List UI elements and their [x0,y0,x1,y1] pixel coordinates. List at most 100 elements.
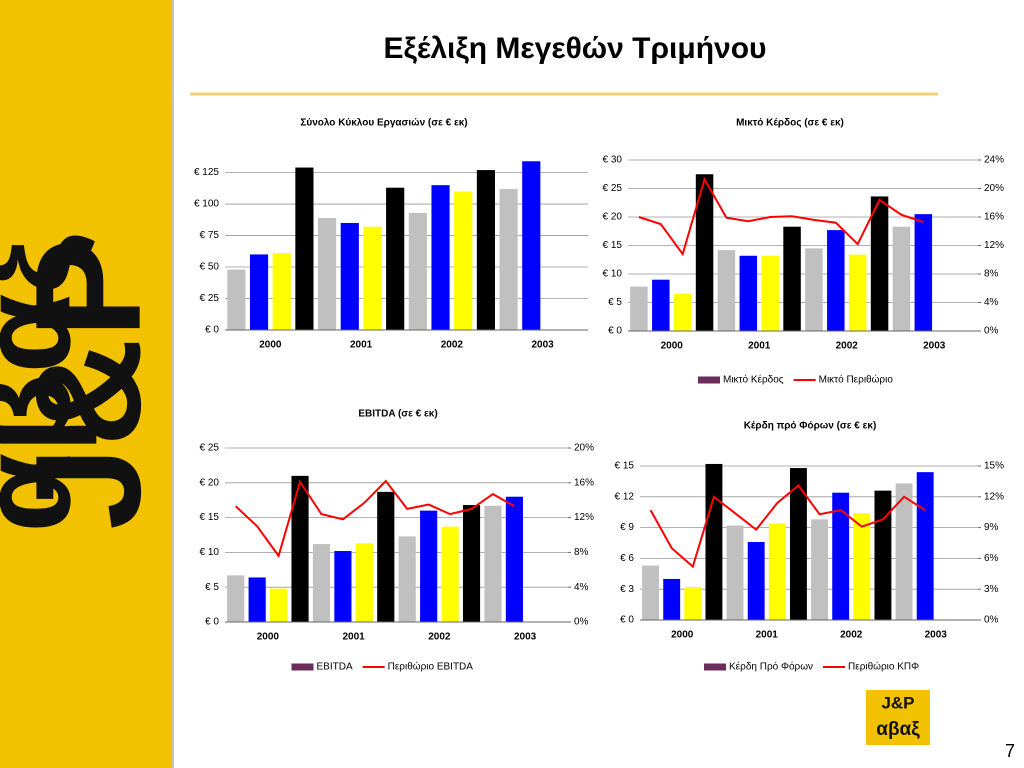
y-tick-label: € 9 [620,522,634,533]
bar [441,526,459,622]
bar [726,525,744,620]
y-tick-label: € 75 [200,230,220,241]
y-tick-label: € 0 [205,325,219,336]
y-tick-label: € 30 [603,155,623,166]
bar [248,577,266,622]
y-tick-label: € 5 [205,582,219,593]
x-tick-label: 2002 [840,630,863,641]
y-tick-label: € 25 [200,443,220,454]
bar [805,248,823,331]
bar [663,578,681,620]
bar [739,255,758,331]
sidebar-logo-1: J&P [4,238,172,530]
bar [454,191,473,330]
line [235,479,515,559]
bar [892,226,911,331]
x-tick-label: 2001 [343,632,366,643]
bar [789,468,807,620]
x-tick-label: 2000 [661,341,684,352]
x-tick-label: 2001 [350,340,373,351]
y2-tick-label: 8% [984,269,999,280]
bar [848,254,867,331]
legend-label: Κέρδη Πρό Φόρων [729,661,813,673]
bar [832,492,850,620]
y2-tick-label: 12% [574,512,594,523]
x-tick-label: 2002 [836,341,859,352]
x-tick-label: 2002 [441,340,464,351]
bar [642,565,660,620]
y-tick-label: € 5 [608,297,622,308]
y2-tick-label: 0% [574,617,589,628]
line [649,484,926,569]
y-tick-label: € 15 [603,240,623,251]
bar [318,217,337,330]
bar [895,483,913,620]
bar [870,196,889,331]
y-tick-label: € 20 [200,477,220,488]
legend-label: Περιθώριο ΚΠΦ [848,661,919,673]
y-tick-label: € 125 [194,167,219,178]
bar [811,519,829,620]
bar [340,222,359,330]
sidebar [0,0,172,768]
y-tick-label: € 3 [620,584,634,595]
bar [695,174,714,331]
bar [768,523,786,620]
legend-swatch [291,663,314,671]
y2-tick-label: 16% [574,477,594,488]
x-tick-label: 2003 [923,341,946,352]
bar [355,543,373,622]
y-tick-label: € 15 [615,461,635,472]
bar [783,226,801,331]
bar [484,505,502,622]
y2-tick-label: 12% [984,240,1004,251]
y-tick-label: € 100 [194,199,219,210]
bar [272,253,291,330]
legend-swatch [704,663,726,671]
y-tick-label: € 0 [620,615,634,626]
bar [916,472,934,620]
y2-tick-label: 20% [984,183,1004,194]
y2-tick-label: 8% [574,547,589,558]
x-tick-label: 2001 [756,630,779,641]
x-tick-label: 2000 [259,340,282,351]
bar [295,167,314,330]
bar [312,544,331,622]
x-tick-label: 2003 [925,630,948,641]
y2-tick-label: 0% [984,326,999,337]
bar [476,170,495,330]
x-tick-label: 2002 [428,632,451,643]
bar [227,575,245,622]
chart-title: Κέρδη πρό Φόρων (σε € εκ) [744,421,877,432]
y-tick-label: € 12 [615,491,635,502]
bar [386,187,405,330]
bar [431,185,450,330]
chart-title: EBITDA (σε € εκ) [358,409,437,420]
y-tick-label: € 15 [200,512,220,523]
bar [827,230,845,331]
y-tick-label: € 0 [608,326,622,337]
bar [630,286,648,331]
bar [747,541,765,620]
legend-label: Περιθώριο EBITDA [388,661,474,673]
bar [761,255,779,331]
logo-box [866,690,930,745]
y2-tick-label: 24% [984,155,1004,166]
y-tick-label: € 25 [603,183,623,194]
y2-tick-label: 4% [574,582,589,593]
y2-tick-label: 16% [984,212,1004,223]
bar [462,505,481,622]
y2-tick-label: 9% [984,522,999,533]
bar [914,214,933,331]
y-tick-label: € 20 [603,212,623,223]
bar [334,551,352,622]
slide-title: Εξέλιξη Μεγεθών Τριμήνου [383,32,766,65]
x-tick-label: 2003 [514,632,537,643]
bar [363,226,382,330]
x-tick-label: 2001 [748,341,771,352]
bar [408,212,427,330]
bar [398,536,416,622]
line [638,176,924,257]
